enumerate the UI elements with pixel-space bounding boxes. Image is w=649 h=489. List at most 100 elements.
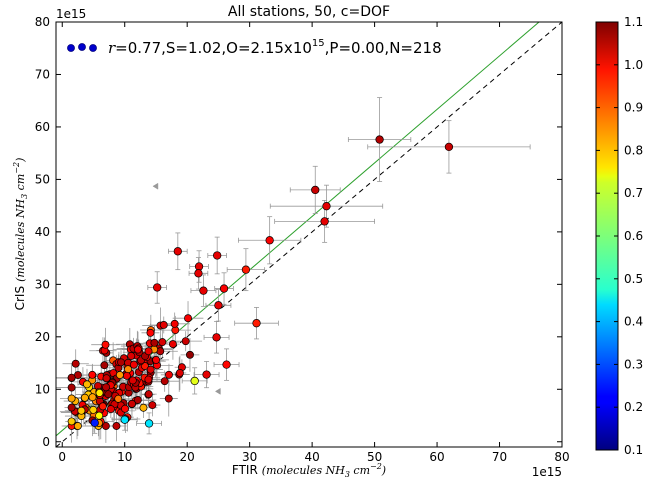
- data-point: [101, 340, 110, 349]
- data-point: [184, 314, 192, 323]
- data-point: [153, 283, 162, 292]
- x-tick-label: 10: [117, 450, 132, 464]
- data-point: [159, 321, 168, 329]
- data-point: [140, 362, 149, 370]
- data-point: [160, 377, 169, 386]
- x-axis-label-close: ): [381, 464, 386, 477]
- data-point: [139, 403, 148, 412]
- data-point: [67, 394, 76, 403]
- data-point: [88, 370, 97, 379]
- data-point: [375, 135, 384, 144]
- data-point: [127, 399, 136, 408]
- colorbar-tick-label: 0.4: [624, 315, 643, 329]
- legend-stats: r=0.77,S=1.02,O=2.15x1015,P=0.00,N=218: [108, 38, 442, 57]
- x-offset-label: 1e15: [532, 465, 562, 479]
- data-point: [117, 358, 125, 367]
- y-tick-label: 0: [42, 435, 50, 449]
- colorbar-tick-label: 0.9: [624, 101, 643, 115]
- x-axis-label-name: FTIR: [232, 463, 258, 477]
- data-point: [194, 269, 203, 278]
- data-point: [98, 402, 107, 411]
- data-point: [148, 401, 157, 410]
- data-point: [164, 394, 173, 403]
- data-point: [128, 376, 137, 385]
- data-point: [444, 142, 454, 152]
- data-point: [67, 383, 76, 392]
- colorbar-tick-label: 0.2: [624, 400, 643, 414]
- y-tick-label: 70: [35, 67, 50, 81]
- x-tick-label: 0: [58, 450, 66, 464]
- colorbar-tick-label: 0.7: [624, 186, 643, 200]
- data-point: [121, 404, 129, 413]
- data-point: [144, 375, 153, 384]
- x-tick-label: 30: [242, 450, 257, 464]
- legend-marker: [78, 43, 86, 51]
- data-point: [213, 251, 222, 260]
- colorbar: 1.1 1.0 0.9 0.8 0.7 0.6 0.5 0.4 0.3 0.2 0.1: [595, 15, 643, 457]
- data-point: [194, 262, 204, 271]
- chart-title: All stations, 50, c=DOF: [228, 4, 390, 20]
- data-point: [127, 352, 136, 360]
- data-point: [222, 360, 231, 369]
- colorbar-tick-label: 0.3: [624, 357, 643, 371]
- data-point: [164, 370, 173, 379]
- data-point: [322, 202, 331, 211]
- data-point: [102, 383, 111, 392]
- data-point: [144, 347, 153, 356]
- colorbar-ticks: 1.1 1.0 0.9 0.8 0.7 0.6 0.5 0.4 0.3 0.2 0.1: [596, 15, 643, 457]
- colorbar-tick-label: 0.1: [624, 443, 643, 457]
- legend-marker: [67, 44, 75, 52]
- x-tick-label: 60: [429, 450, 444, 464]
- colorbar-tick-label: 0.5: [624, 272, 643, 286]
- data-point: [106, 405, 115, 414]
- colorbar-tick-label: 0.8: [624, 143, 643, 157]
- y-tick-label: 20: [35, 330, 50, 344]
- data-point: [102, 374, 111, 383]
- y-tick-label: 30: [35, 277, 50, 291]
- colorbar-tick-label: 0.6: [624, 229, 643, 243]
- colorbar-tick-label: 1.0: [624, 58, 643, 72]
- y-tick-label: 60: [35, 120, 50, 134]
- y-axis-label-name: CrIS: [13, 286, 27, 310]
- x-axis-label: FTIR (molecules NH3 cm−2): [232, 462, 386, 479]
- x-tick-label: 80: [554, 450, 569, 464]
- data-point: [144, 419, 154, 428]
- data-point: [120, 415, 129, 424]
- x-tick-label: 20: [180, 450, 195, 464]
- legend-r: r: [108, 39, 116, 57]
- data-point: [90, 418, 99, 428]
- x-axis-label-units: (molecules NH: [262, 464, 345, 477]
- data-point: [104, 390, 113, 399]
- data-point: [181, 337, 190, 346]
- data-point: [100, 361, 109, 370]
- data-point: [168, 340, 177, 349]
- data-point: [175, 369, 184, 377]
- data-point: [80, 393, 89, 402]
- legend: r=0.77,S=1.02,O=2.15x1015,P=0.00,N=218: [67, 38, 442, 57]
- x-axis-label-sub: 3: [345, 470, 350, 479]
- data-point: [158, 338, 167, 347]
- legend-stats-tail: ,P=0.00,N=218: [325, 39, 442, 57]
- data-point: [73, 422, 82, 430]
- data-point: [95, 411, 104, 420]
- y-axis-label: CrIS (molecules NH3 cm−2): [12, 158, 29, 311]
- y-axis-label-tail: cm: [14, 174, 27, 194]
- y-axis-label-close: ): [14, 158, 27, 163]
- x-tick-label: 50: [367, 450, 382, 464]
- axis-ticks: 0 10 20 30 40 50 60 70 80 0 10 20 30 40 50 60 70 80: [35, 15, 570, 464]
- data-point: [67, 403, 76, 412]
- data-point: [83, 380, 91, 389]
- gray-marker: [152, 182, 159, 190]
- y-tick-label: 10: [35, 382, 50, 396]
- data-point: [88, 393, 97, 402]
- data-point: [202, 370, 211, 379]
- y-axis-label-sup: −2: [12, 162, 21, 174]
- legend-stats-text: =0.77,S=1.02,O=2.15x10: [115, 39, 312, 57]
- data-point: [67, 417, 76, 426]
- data-point: [190, 376, 199, 386]
- data-point: [124, 365, 133, 374]
- data-point: [95, 388, 104, 397]
- data-point: [89, 405, 98, 414]
- gray-marker: [214, 387, 221, 395]
- data-point: [320, 217, 329, 226]
